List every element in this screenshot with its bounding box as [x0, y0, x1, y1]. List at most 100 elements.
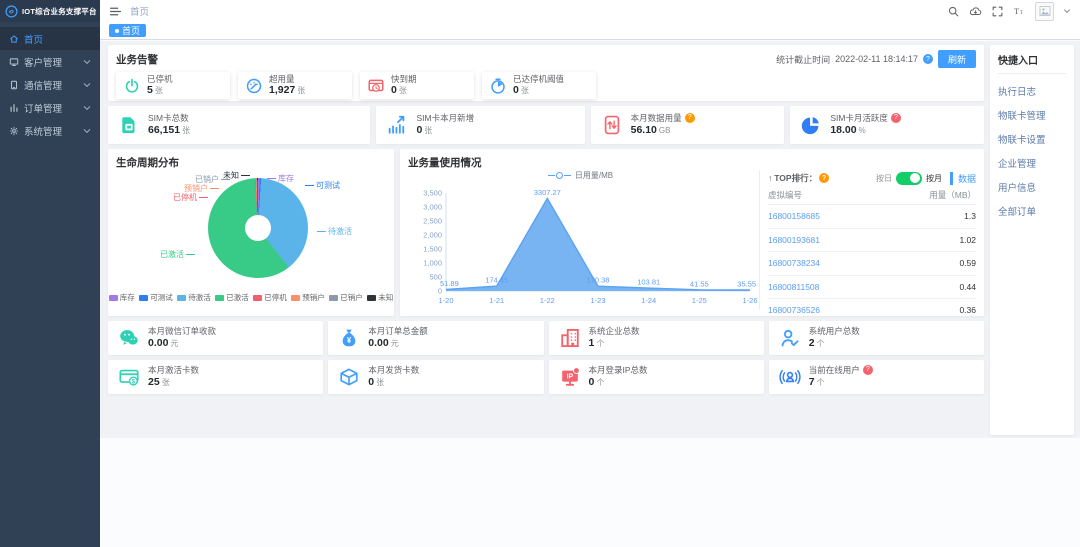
- quick-link-1[interactable]: 物联卡管理: [998, 111, 1046, 122]
- virtual-number-link[interactable]: 16800158685: [768, 211, 821, 222]
- quick-link-4[interactable]: 用户信息: [998, 183, 1037, 194]
- help-icon[interactable]: ?: [684, 113, 695, 124]
- help-icon[interactable]: ?: [922, 54, 933, 64]
- breadcrumb[interactable]: 首页: [130, 7, 150, 18]
- svg-text:T: T: [1020, 11, 1023, 16]
- quick-link-5[interactable]: 全部订单: [998, 207, 1037, 218]
- help-icon[interactable]: ?: [819, 173, 830, 183]
- fullscreen-icon[interactable]: [991, 5, 1004, 18]
- callout-line: [186, 254, 195, 255]
- stat-text: 快到期 0 张: [391, 74, 417, 98]
- help-icon[interactable]: ?: [890, 113, 901, 124]
- stat-label: 本月登录IP总数: [588, 365, 648, 376]
- donut-callout-label: 待激活: [328, 227, 352, 236]
- sidebar-item-4[interactable]: 系统管理: [0, 119, 100, 142]
- avatar[interactable]: [1035, 1, 1054, 21]
- trend-icon: [386, 114, 408, 136]
- sim-icon: [118, 114, 140, 136]
- rank-table-row: 16800158685 1.3: [768, 205, 976, 229]
- stat-label: 快到期: [391, 73, 417, 84]
- stat-text: 本月登录IP总数 0 个: [589, 365, 648, 389]
- legend-swatch: [215, 294, 225, 301]
- hamburger-icon[interactable]: [109, 5, 122, 18]
- virtual-number-link[interactable]: 16800738234: [768, 258, 821, 269]
- dashboard-content: 业务告警 统计截止时间 2022-02-11 18:14:17 ? 刷新 已停机…: [100, 41, 1080, 438]
- svg-text:3307.27: 3307.27: [534, 188, 561, 197]
- stat-text: 本月数据用量? 56.10 GB: [631, 113, 695, 137]
- stat-label: 当前在线用户?: [809, 365, 873, 376]
- toggle-knob: [910, 173, 921, 183]
- online-icon: [779, 366, 801, 388]
- sidebar-item-3[interactable]: 订单管理: [0, 96, 100, 119]
- stat-value: 56.10 GB: [630, 123, 671, 136]
- usage-legend: 日用量/MB: [408, 170, 753, 181]
- toggle-monthly-label[interactable]: 按月: [925, 173, 942, 183]
- callout-line: [199, 197, 208, 198]
- building-icon: [559, 327, 581, 349]
- day-month-toggle[interactable]: [895, 171, 922, 185]
- rank-table-body: 16800158685 1.3 16800193681 1.02 16800738234…: [768, 205, 976, 323]
- sidebar-item-2[interactable]: 通信管理: [0, 73, 100, 96]
- stat-text: 已停机 5 张: [147, 74, 173, 98]
- stat-unit: 张: [161, 377, 170, 387]
- stat-unit: 元: [170, 338, 179, 348]
- virtual-number-link[interactable]: 16800193681: [768, 234, 821, 245]
- svg-text:T: T: [1014, 7, 1019, 16]
- svg-text:3,500: 3,500: [423, 189, 442, 198]
- toggle-daily-label[interactable]: 按日: [875, 173, 892, 183]
- svg-text:¥: ¥: [347, 336, 352, 345]
- rank-table-row: 16800736526 0.36: [768, 299, 976, 323]
- usage-value: 0.44: [959, 281, 976, 292]
- sidebar-item-1[interactable]: 客户管理: [0, 50, 100, 73]
- comm-icon: [9, 80, 19, 90]
- tab-home[interactable]: 首页: [109, 24, 147, 37]
- svg-text:1-22: 1-22: [540, 296, 555, 305]
- stat-label: 超用量: [269, 73, 295, 84]
- stat-unit: 张: [398, 86, 407, 96]
- lifecycle-legend: 库存 可测试 待激活 已激活 已停机 预销户 已销户 未知: [108, 292, 393, 303]
- top-rank-title-text: TOP排行：: [774, 173, 818, 183]
- svg-text:51.89: 51.89: [440, 279, 459, 288]
- svg-text:1-24: 1-24: [641, 296, 656, 305]
- stat-time-value: 2022-02-11 18:14:17: [835, 54, 918, 64]
- legend-item: 未知: [367, 292, 393, 303]
- search-icon[interactable]: [947, 5, 960, 18]
- order-icon: [9, 103, 19, 113]
- rank-toggle-group: 按日 按月: [875, 171, 942, 185]
- stat-text: 本月微信订单收款 0.00 元: [148, 326, 216, 350]
- legend-label: 预销户: [302, 293, 325, 302]
- callout-line: [317, 231, 326, 232]
- wechat-icon: [118, 327, 140, 349]
- svg-text:$: $: [132, 379, 136, 385]
- data-tab[interactable]: 数据: [949, 171, 976, 185]
- stat-label: 本月微信订单收款: [148, 326, 217, 337]
- quick-link-3[interactable]: 企业管理: [998, 159, 1037, 170]
- virtual-number-link[interactable]: 16800811508: [768, 281, 820, 292]
- help-icon[interactable]: ?: [862, 365, 873, 376]
- refresh-button[interactable]: 刷新: [937, 50, 976, 68]
- donut-callout: 待激活: [317, 226, 352, 237]
- sidebar-item-home[interactable]: 首页: [0, 27, 100, 50]
- user-menu-caret-icon[interactable]: [1063, 7, 1071, 15]
- stat-unit: 张: [424, 125, 433, 135]
- pie-icon: [800, 114, 822, 136]
- svg-text:IP: IP: [566, 373, 573, 380]
- svg-text:1-25: 1-25: [692, 296, 707, 305]
- quick-link-0[interactable]: 执行日志: [998, 87, 1037, 98]
- virtual-number-link[interactable]: 16800736526: [768, 305, 821, 316]
- stat-unit: 元: [390, 338, 399, 348]
- cloud-download-icon[interactable]: [969, 5, 982, 18]
- quick-link-2[interactable]: 物联卡设置: [998, 135, 1046, 146]
- stat-value: 25 张: [148, 375, 170, 388]
- stat-value: 18.00%: [830, 123, 866, 136]
- svg-text:1-23: 1-23: [590, 296, 605, 305]
- legend-label: 已销户: [340, 293, 363, 302]
- legend-swatch: [108, 294, 118, 301]
- top-rank-header: ↑ TOP排行： ? 按日 按月 数据: [768, 170, 976, 186]
- legend-item: 已激活: [215, 292, 249, 303]
- legend-label: 已停机: [264, 293, 287, 302]
